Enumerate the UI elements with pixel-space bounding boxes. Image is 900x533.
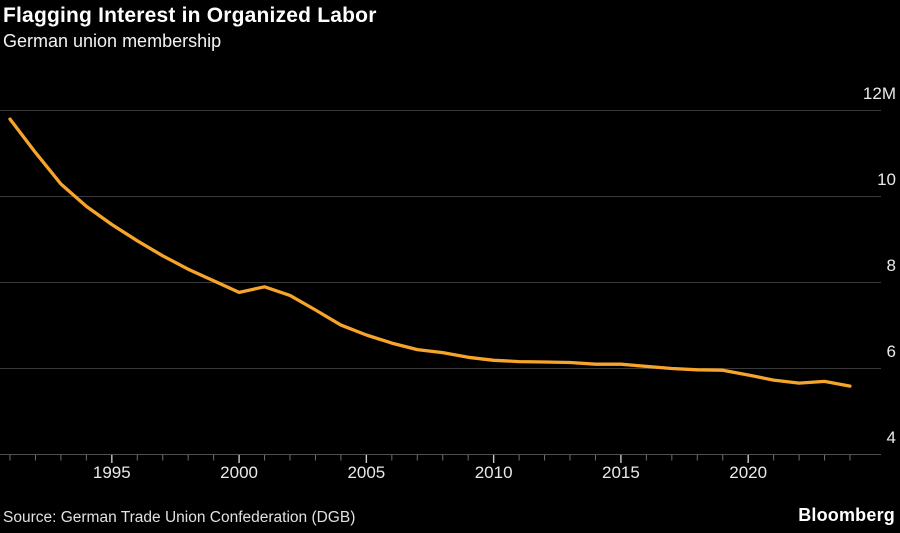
x-axis-label: 2010	[474, 463, 513, 482]
y-axis-label: 6	[886, 341, 896, 361]
chart-title: Flagging Interest in Organized Labor	[3, 4, 377, 27]
membership-line-series	[8, 117, 852, 388]
bloomberg-logo: Bloomberg	[798, 505, 895, 525]
x-axis-label: 2005	[347, 463, 386, 482]
y-axis-label: 10	[877, 169, 896, 189]
x-axis-label: 1995	[92, 463, 131, 482]
x-axis-label: 2020	[729, 463, 768, 482]
x-axis-label: 2015	[601, 463, 640, 482]
source-note: Source: German Trade Union Confederation…	[3, 509, 356, 526]
chart-subtitle: German union membership	[3, 31, 222, 51]
x-axis-label: 2000	[220, 463, 258, 482]
y-axis-label: 12M	[862, 83, 896, 103]
y-axis-label: 4	[886, 427, 896, 447]
chart-header: Flagging Interest in Organized Labor Ger…	[3, 2, 377, 53]
y-axis-label: 8	[886, 255, 896, 275]
